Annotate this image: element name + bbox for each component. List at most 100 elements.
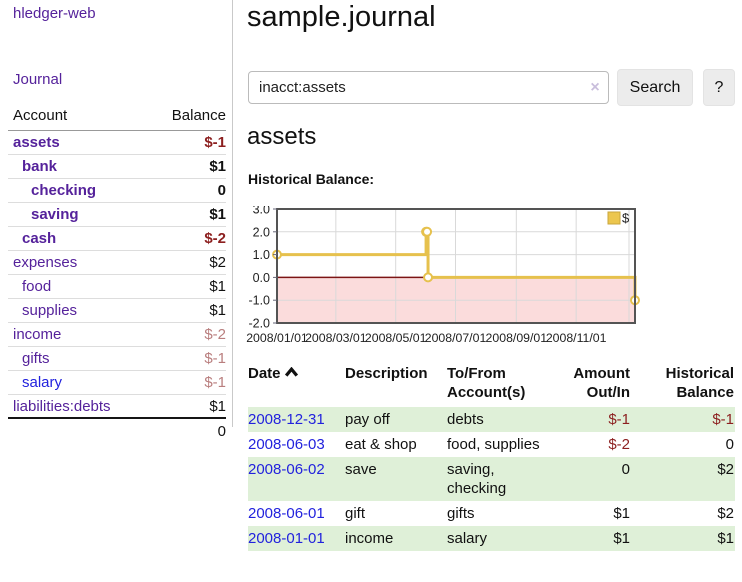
account-link-checking[interactable]: checking [31,182,97,199]
account-link-income[interactable]: income [13,326,62,343]
transaction-row[interactable]: 2008-06-02 save saving, checking 0 $2 [248,457,735,501]
historical-balance-chart[interactable]: 3.0 2.0 1.0 0.0 -1.0 -2.02008/01/012008/03/01… [240,206,740,354]
transaction-row[interactable]: 2008-12-31 pay off debts $-1 $-1 [248,407,735,432]
transaction-date-link[interactable]: 2008-12-31 [248,411,325,428]
account-link-supplies[interactable]: supplies [22,302,78,319]
transaction-accounts: saving, checking [447,461,507,497]
transaction-amount: $-2 [608,436,630,453]
register-table: Date Description To/From Account(s) Amou… [248,362,735,551]
account-link-gifts[interactable]: gifts [22,350,50,367]
transaction-date-link[interactable]: 2008-06-01 [248,505,325,522]
transaction-description: eat & shop [345,436,417,453]
account-row: assets $-1 [8,131,226,155]
legend-label: $ [622,211,630,226]
transaction-description: income [345,530,394,547]
sidebar: hledger-web Journal Account Balance asse… [0,0,233,440]
legend-swatch [607,211,621,225]
transaction-row[interactable]: 2008-01-01 income salary $1 $1 [248,526,735,551]
account-balance: $-1 [204,374,226,391]
clear-search-icon[interactable]: × [590,79,600,96]
transaction-row[interactable]: 2008-06-03 eat & shop food, supplies $-2 0 [248,432,735,457]
account-row: gifts $-1 [8,347,226,371]
account-link-liabilities-debts[interactable]: liabilities:debts [13,397,111,415]
account-row: cash $-2 [8,227,226,251]
account-row: bank $1 [8,155,226,179]
account-link-food[interactable]: food [22,278,52,295]
x-tick-label: 2008/09/01 [486,331,548,345]
account-link-salary[interactable]: salary [22,374,63,391]
x-tick-label: 2008/11/01 [546,331,607,345]
account-row: food $1 [8,275,226,299]
accounts-header-balance: Balance [171,107,226,124]
transaction-amount: $-1 [608,411,630,428]
transaction-accounts: gifts [447,505,475,522]
sort-ascending-icon [284,364,298,383]
y-tick-label: 3.0 [253,206,270,217]
column-header-amount[interactable]: Amount Out/In [573,365,630,401]
account-balance: $1 [209,397,226,415]
account-row: expenses $2 [8,251,226,275]
transaction-accounts: salary [447,530,488,547]
account-link-saving[interactable]: saving [31,206,79,223]
transaction-accounts: debts [447,411,484,428]
transaction-amount: $1 [613,530,630,547]
account-link-bank[interactable]: bank [22,158,58,175]
account-link-cash[interactable]: cash [22,230,57,247]
account-balance: $1 [209,206,226,223]
account-row: saving $1 [8,203,226,227]
column-header-description[interactable]: Description [345,365,428,382]
search-button[interactable]: Search [617,69,693,106]
accounts-table-header: Account Balance [8,104,226,131]
account-row: supplies $1 [8,299,226,323]
transaction-accounts: food, supplies [447,436,540,453]
data-point-marker[interactable] [423,272,434,283]
transaction-balance: $2 [717,461,734,478]
register-header-row: Date Description To/From Account(s) Amou… [248,362,735,407]
column-header-date[interactable]: Date [248,362,345,407]
account-balance: $2 [209,254,226,271]
y-tick-label: 1.0 [253,248,270,262]
plot-border [276,208,636,324]
y-tick-label: -1.0 [248,294,270,308]
accounts-header-account: Account [13,107,68,124]
account-balance: $-1 [204,350,226,367]
y-tick-label: -2.0 [248,317,270,331]
account-link-assets[interactable]: assets [13,134,60,151]
x-tick-label: 2008/05/01 [365,331,427,345]
account-balance: $-2 [204,230,226,247]
column-header-accounts[interactable]: To/From Account(s) [447,365,526,401]
accounts-total-row: 0 [8,419,226,443]
accounts-table: Account Balance assets $-1 bank $1 checking 0… [8,104,226,443]
transaction-row[interactable]: 2008-06-01 gift gifts $1 $2 [248,501,735,526]
transaction-description: gift [345,505,366,522]
transaction-balance: $1 [717,530,734,547]
column-header-balance[interactable]: Historical Balance [665,365,734,401]
search-input[interactable] [248,71,609,104]
transaction-date-link[interactable]: 2008-01-01 [248,530,325,547]
transaction-date-link[interactable]: 2008-06-02 [248,461,325,478]
accounts-rows: assets $-1 bank $1 checking 0 saving $1 cash $-2 e… [8,131,226,419]
transaction-description: pay off [345,411,390,428]
account-link-expenses[interactable]: expenses [13,254,78,271]
account-row: income $-2 [8,323,226,347]
sidebar-item-journal[interactable]: Journal [13,71,63,88]
x-tick-label: 2008/03/01 [305,331,367,345]
transaction-description: save [345,461,377,478]
y-tick-label: 0.0 [253,271,270,285]
account-row: checking 0 [8,179,226,203]
y-tick-label: 2.0 [253,225,270,239]
account-balance: $1 [209,278,226,295]
account-balance: 0 [217,182,226,199]
transaction-amount: 0 [621,461,630,478]
account-balance: $1 [209,158,226,175]
accounts-total-value: 0 [217,422,226,440]
page-title: sample.journal [247,1,436,33]
app-title-link[interactable]: hledger-web [13,5,96,22]
help-button[interactable]: ? [703,69,735,106]
data-point-marker[interactable] [422,226,433,237]
account-balance: $-2 [204,326,226,343]
account-balance: $1 [209,302,226,319]
account-balance: $-1 [204,134,226,151]
transaction-date-link[interactable]: 2008-06-03 [248,436,325,453]
transaction-balance: $-1 [712,411,734,428]
